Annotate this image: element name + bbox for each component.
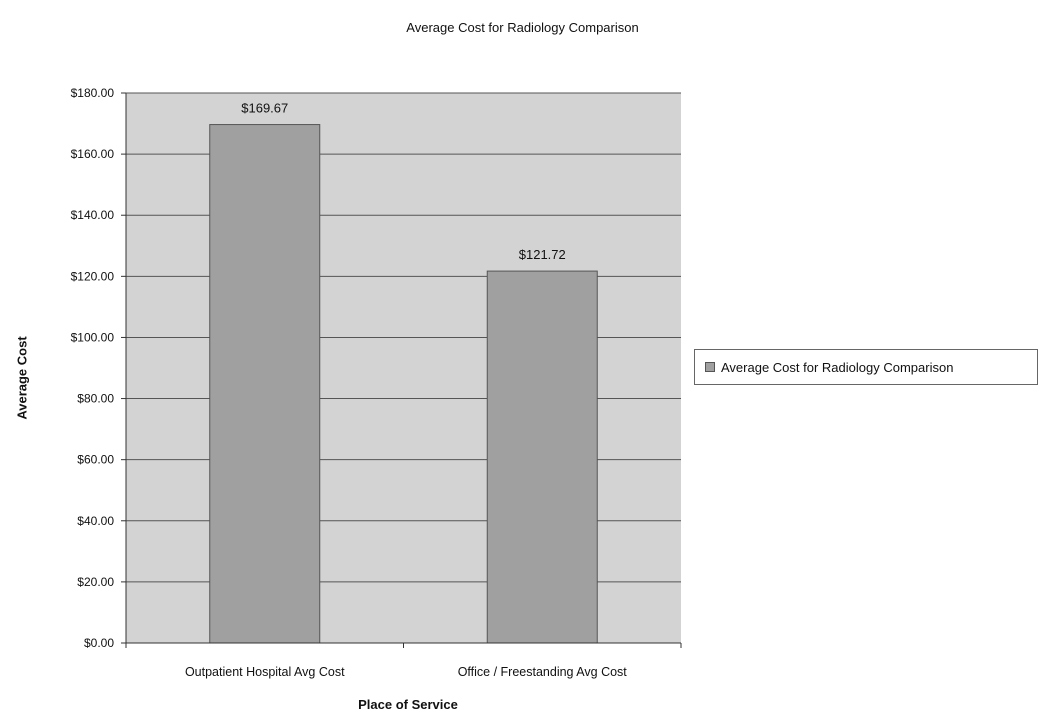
chart-title: Average Cost for Radiology Comparison (406, 20, 639, 35)
y-tick-label: $120.00 (71, 269, 115, 283)
legend-entry: Average Cost for Radiology Comparison (721, 359, 954, 375)
axes (121, 92, 682, 648)
y-tick-label: $80.00 (77, 392, 114, 406)
y-axis-label: Average Cost (14, 336, 30, 420)
legend: Average Cost for Radiology Comparison (694, 349, 1038, 385)
y-tick-label: $20.00 (77, 575, 114, 589)
data-label: $121.72 (519, 247, 566, 262)
y-tick-label: $140.00 (71, 208, 115, 222)
y-tick-label: $40.00 (77, 514, 114, 528)
bar (209, 124, 321, 644)
x-tick-label: Outpatient Hospital Avg Cost (185, 665, 345, 679)
x-tick-label: Office / Freestanding Avg Cost (458, 665, 628, 679)
y-tick-label: $100.00 (71, 330, 115, 344)
y-tick-label: $180.00 (71, 86, 115, 100)
legend-swatch (705, 362, 715, 372)
data-label: $169.67 (241, 101, 288, 116)
y-tick-label: $60.00 (77, 453, 114, 467)
y-tick-label: $0.00 (84, 636, 114, 650)
x-axis-label: Place of Service (358, 697, 458, 712)
y-tick-label: $160.00 (71, 147, 115, 161)
bar (486, 270, 598, 644)
bars (209, 124, 598, 644)
labels: $0.00 $20.00 $40.00 $60.00 $80.00 $100.00 $120… (71, 86, 628, 679)
